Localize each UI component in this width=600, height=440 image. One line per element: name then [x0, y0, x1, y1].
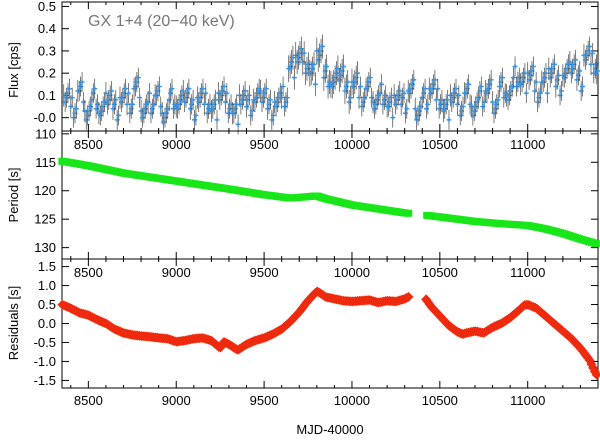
residuals-x-tick-label: 9500	[250, 265, 279, 280]
period-y-axis-label: Period [s]	[6, 168, 21, 223]
x-axis-label: MJD-40000	[296, 422, 363, 437]
residual-point	[591, 369, 600, 380]
period-y-tick-label: 115	[35, 155, 56, 170]
period-x-tick-label: 8500	[74, 137, 103, 152]
residuals-x-tick-label: 10000	[334, 265, 370, 280]
residual-point	[403, 291, 414, 302]
flux-y-axis-label: Flux [cps]	[6, 42, 21, 98]
period-y-tick-label: 110	[35, 126, 56, 141]
residuals-y-tick-label: -0.5	[34, 335, 56, 350]
period-point	[404, 209, 413, 217]
period-x-tick-label: 9500	[250, 137, 279, 152]
residuals-y-axis-label: Residuals [s]	[6, 286, 21, 360]
flux-y-tick-label: 0.2	[38, 66, 56, 81]
period-y-tick-label: 130	[34, 240, 56, 255]
period-x-tick-label: 10500	[422, 137, 458, 152]
flux-panel-title: GX 1+4 (20−40 keV)	[88, 13, 235, 30]
period-x-tick-label: 9000	[162, 137, 191, 152]
residuals-y-tick-label: 0.0	[38, 316, 56, 331]
x-axis-tick-label: 9000	[162, 393, 191, 408]
x-axis-tick-label: 8500	[74, 393, 103, 408]
residuals-y-tick-label: 1.0	[38, 278, 56, 293]
residuals-x-tick-label: 11000	[510, 265, 545, 280]
flux-y-tick-label: 0.3	[38, 43, 56, 58]
residuals-x-tick-label: 9000	[162, 265, 191, 280]
flux-panel: -0.0 0.1 0.2 0.3 0.4 0.5	[34, 0, 600, 135]
flux-y-tick-label: 0.1	[38, 88, 56, 103]
x-axis-tick-label: 10500	[422, 393, 458, 408]
residuals-x-tick-label: 10500	[422, 265, 458, 280]
x-axis-tick-label: 11000	[510, 393, 545, 408]
residuals-y-tick-label: -1.0	[34, 354, 56, 369]
residuals-y-tick-label: -1.5	[34, 373, 56, 388]
residuals-y-tick-label: 1.5	[38, 259, 56, 274]
residuals-x-tick-label: 8500	[74, 265, 103, 280]
residuals-y-tick-label: 0.5	[38, 297, 56, 312]
residuals-panel: 8500 9000 9500 10000 10500 11000 8500 9000 9500 1…	[34, 258, 600, 408]
period-x-tick-label: 10000	[334, 137, 370, 152]
period-point	[591, 240, 600, 248]
period-panel: 8500 9000 9500 10000 10500 11000 110 115 120 125 1…	[34, 126, 600, 260]
flux-y-tick-label: 0.4	[38, 21, 56, 36]
period-x-tick-label: 11000	[510, 137, 545, 152]
x-axis-tick-label: 10000	[334, 393, 370, 408]
flux-y-tick-label: -0.0	[34, 110, 56, 125]
flux-y-tick-label: 0.5	[38, 0, 56, 14]
period-y-tick-label: 125	[34, 212, 56, 227]
period-y-tick-label: 120	[34, 183, 56, 198]
x-axis-tick-label: 9500	[250, 393, 279, 408]
